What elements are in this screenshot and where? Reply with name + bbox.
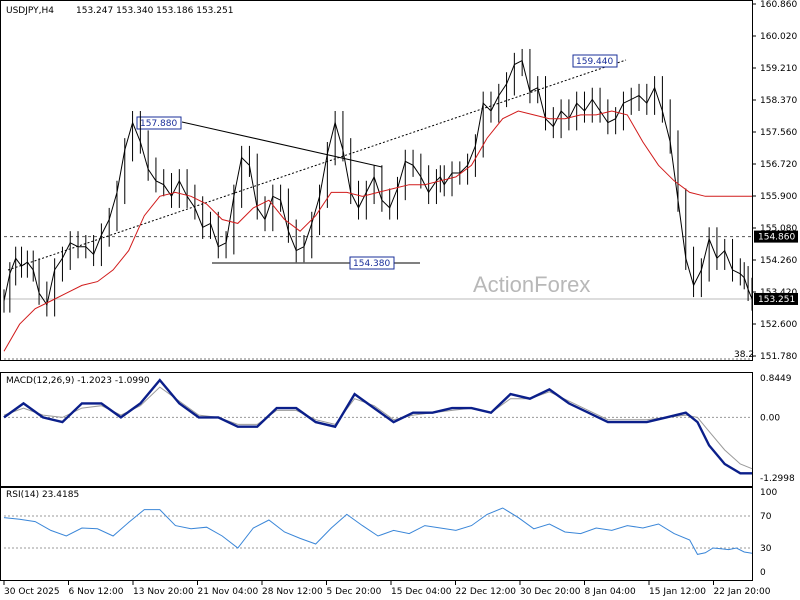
time-tick-label: 30 Oct 2025 xyxy=(4,587,60,597)
price-tick-label: 158.370 xyxy=(760,96,797,106)
tag-154860-box xyxy=(754,230,798,243)
price-tick-label: 160.860 xyxy=(760,0,797,10)
label-159440-box xyxy=(572,54,618,68)
price-tick-label: 157.560 xyxy=(760,128,797,138)
tag-154860: 154.860 xyxy=(758,233,795,243)
price-tick-label: 156.720 xyxy=(760,160,797,170)
label-159440: 159.440 xyxy=(576,57,613,67)
label-154380-box xyxy=(349,256,395,270)
fib-label-38-2: 38.2 xyxy=(734,350,754,360)
tag-153251: 153.251 xyxy=(758,295,795,305)
rsi-tick-label: 70 xyxy=(760,512,772,522)
rsi-tick-label: 0 xyxy=(760,568,766,578)
trend-drawings: 157.880 159.440 154.380 38.2 xyxy=(4,54,754,360)
macd-tick-label: -1.2998 xyxy=(760,474,795,484)
rsi-tick-label: 100 xyxy=(760,488,777,498)
moving-average-line xyxy=(3,110,752,352)
panel-frames xyxy=(0,0,753,581)
price-tick-label: 155.900 xyxy=(760,192,797,202)
macd-signal-line xyxy=(3,386,753,470)
panel-frame-1 xyxy=(0,372,753,487)
macd-panel xyxy=(3,378,753,475)
ohlc-readout: 153.247 153.340 153.186 153.251 xyxy=(76,6,233,16)
macd-tick-label: 0.8449 xyxy=(760,374,792,384)
macd-line xyxy=(3,378,752,475)
panel-frame-2 xyxy=(0,487,753,581)
time-tick-label: 5 Dec 20:00 xyxy=(327,587,382,597)
label-157880-box xyxy=(136,116,182,130)
price-panel xyxy=(3,48,753,352)
time-tick-label: 22 Jan 20:00 xyxy=(714,587,771,597)
axes: 160.860 160.020 159.210 158.370 157.560 156.7… xyxy=(3,0,798,597)
price-tick-label: 160.020 xyxy=(760,32,797,42)
watermark: ActionForex xyxy=(473,272,590,297)
rsi-tick-label: 30 xyxy=(760,544,772,554)
macd-tick-label: 0.00 xyxy=(760,413,780,423)
time-tick-label: 13 Nov 20:00 xyxy=(133,587,194,597)
price-line xyxy=(3,59,753,307)
label-154380: 154.380 xyxy=(353,259,390,269)
tag-153251-box xyxy=(754,292,798,305)
time-tick-label: 15 Dec 04:00 xyxy=(391,587,452,597)
macd-title: MACD(12,26,9) -1.2023 -1.0990 xyxy=(6,376,150,386)
falling-trend-line xyxy=(181,121,383,168)
dotted-trend-line xyxy=(7,59,627,271)
label-157880: 157.880 xyxy=(140,119,177,129)
price-tick-label: 155.080 xyxy=(760,224,797,234)
time-tick-label: 21 Nov 04:00 xyxy=(198,587,259,597)
time-tick-label: 28 Nov 12:00 xyxy=(262,587,323,597)
time-tick-label: 22 Dec 12:00 xyxy=(456,587,517,597)
time-tick-label: 15 Jan 12:00 xyxy=(649,587,706,597)
price-tick-label: 154.260 xyxy=(760,256,797,266)
price-tick-label: 151.780 xyxy=(760,352,797,362)
time-tick-label: 8 Jan 04:00 xyxy=(585,587,637,597)
time-tick-label: 6 Nov 12:00 xyxy=(69,587,124,597)
rsi-panel xyxy=(3,507,753,555)
symbol-label: USDJPY,H4 xyxy=(6,6,54,16)
panel-frame-0 xyxy=(0,0,753,361)
rsi-title: RSI(14) 23.4185 xyxy=(6,490,79,500)
rsi-line xyxy=(3,507,753,555)
price-tick-label: 152.600 xyxy=(760,320,797,330)
time-tick-label: 30 Dec 20:00 xyxy=(520,587,581,597)
price-tick-label: 159.210 xyxy=(760,64,797,74)
